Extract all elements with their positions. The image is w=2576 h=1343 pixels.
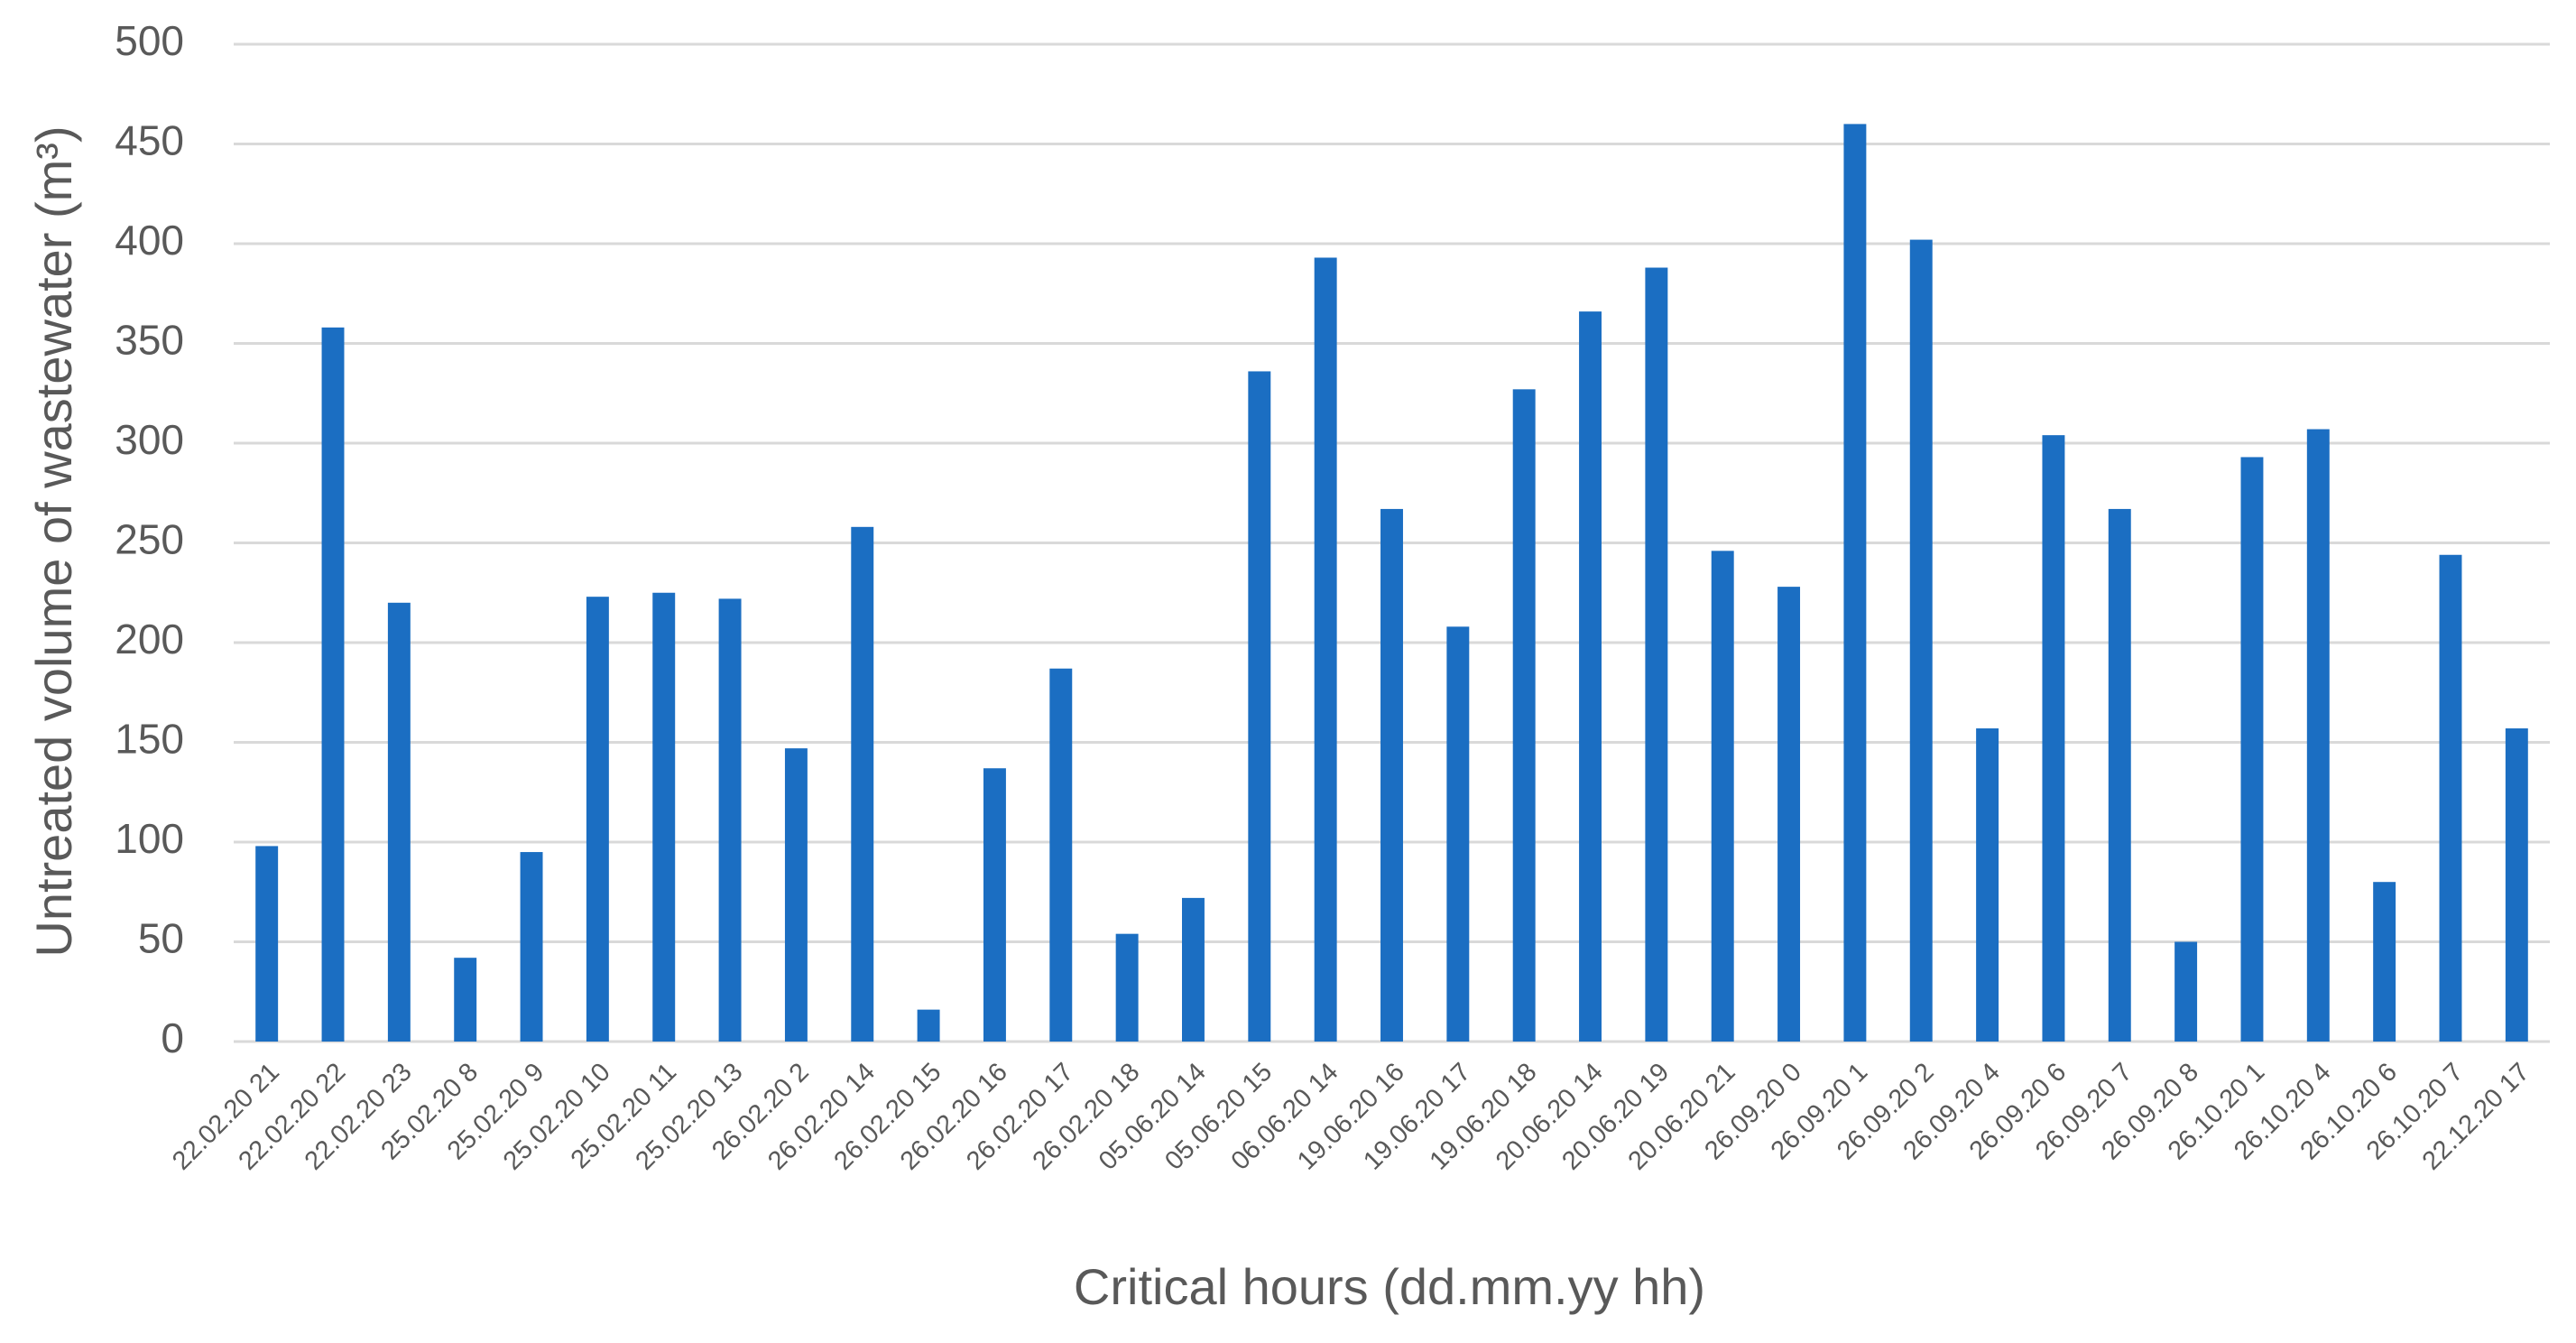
- bar: [454, 958, 477, 1042]
- x-axis-title: Critical hours (dd.mm.yy hh): [1074, 1258, 1705, 1315]
- bar: [1446, 626, 1470, 1042]
- bar: [1248, 371, 1271, 1042]
- bar: [387, 602, 411, 1042]
- y-tick-label: 200: [115, 616, 184, 662]
- bar: [1115, 933, 1139, 1042]
- bar: [1314, 257, 1337, 1042]
- bar: [1380, 508, 1403, 1042]
- bar: [2174, 941, 2198, 1042]
- bar: [586, 597, 609, 1042]
- y-tick-label: 500: [115, 17, 184, 64]
- bar: [2439, 554, 2462, 1042]
- bar: [2108, 508, 2131, 1042]
- y-axis-title: Untreated volume of wastewater (m³): [25, 125, 82, 957]
- y-tick-label: 450: [115, 117, 184, 164]
- y-tick-label: 0: [161, 1014, 184, 1061]
- y-tick-label: 250: [115, 516, 184, 563]
- y-tick-label: 150: [115, 716, 184, 763]
- y-tick-label: 400: [115, 217, 184, 264]
- y-tick-label: 300: [115, 416, 184, 463]
- bar: [1777, 587, 1801, 1042]
- bar: [1909, 239, 1933, 1042]
- y-tick-label: 100: [115, 815, 184, 862]
- bar: [718, 598, 742, 1042]
- bar: [2306, 429, 2330, 1042]
- bar: [1512, 389, 1536, 1042]
- bar: [321, 327, 345, 1042]
- bar: [2505, 728, 2528, 1042]
- bar: [1182, 897, 1205, 1042]
- bar: [1579, 311, 1602, 1042]
- bar: [2042, 435, 2065, 1042]
- bar: [520, 852, 543, 1042]
- bar: [652, 592, 676, 1042]
- bar: [1976, 728, 1999, 1042]
- y-tick-label: 50: [138, 915, 184, 962]
- bar: [255, 846, 279, 1042]
- bar: [1645, 267, 1668, 1042]
- y-tick-label: 350: [115, 317, 184, 364]
- bar: [784, 748, 808, 1042]
- bar: [2373, 882, 2396, 1042]
- bar: [851, 526, 874, 1042]
- bar: [2240, 457, 2264, 1042]
- bar: [1843, 124, 1867, 1042]
- bar: [917, 1009, 940, 1042]
- bar: [1049, 668, 1073, 1042]
- bar: [1711, 551, 1734, 1042]
- bar: [983, 768, 1006, 1042]
